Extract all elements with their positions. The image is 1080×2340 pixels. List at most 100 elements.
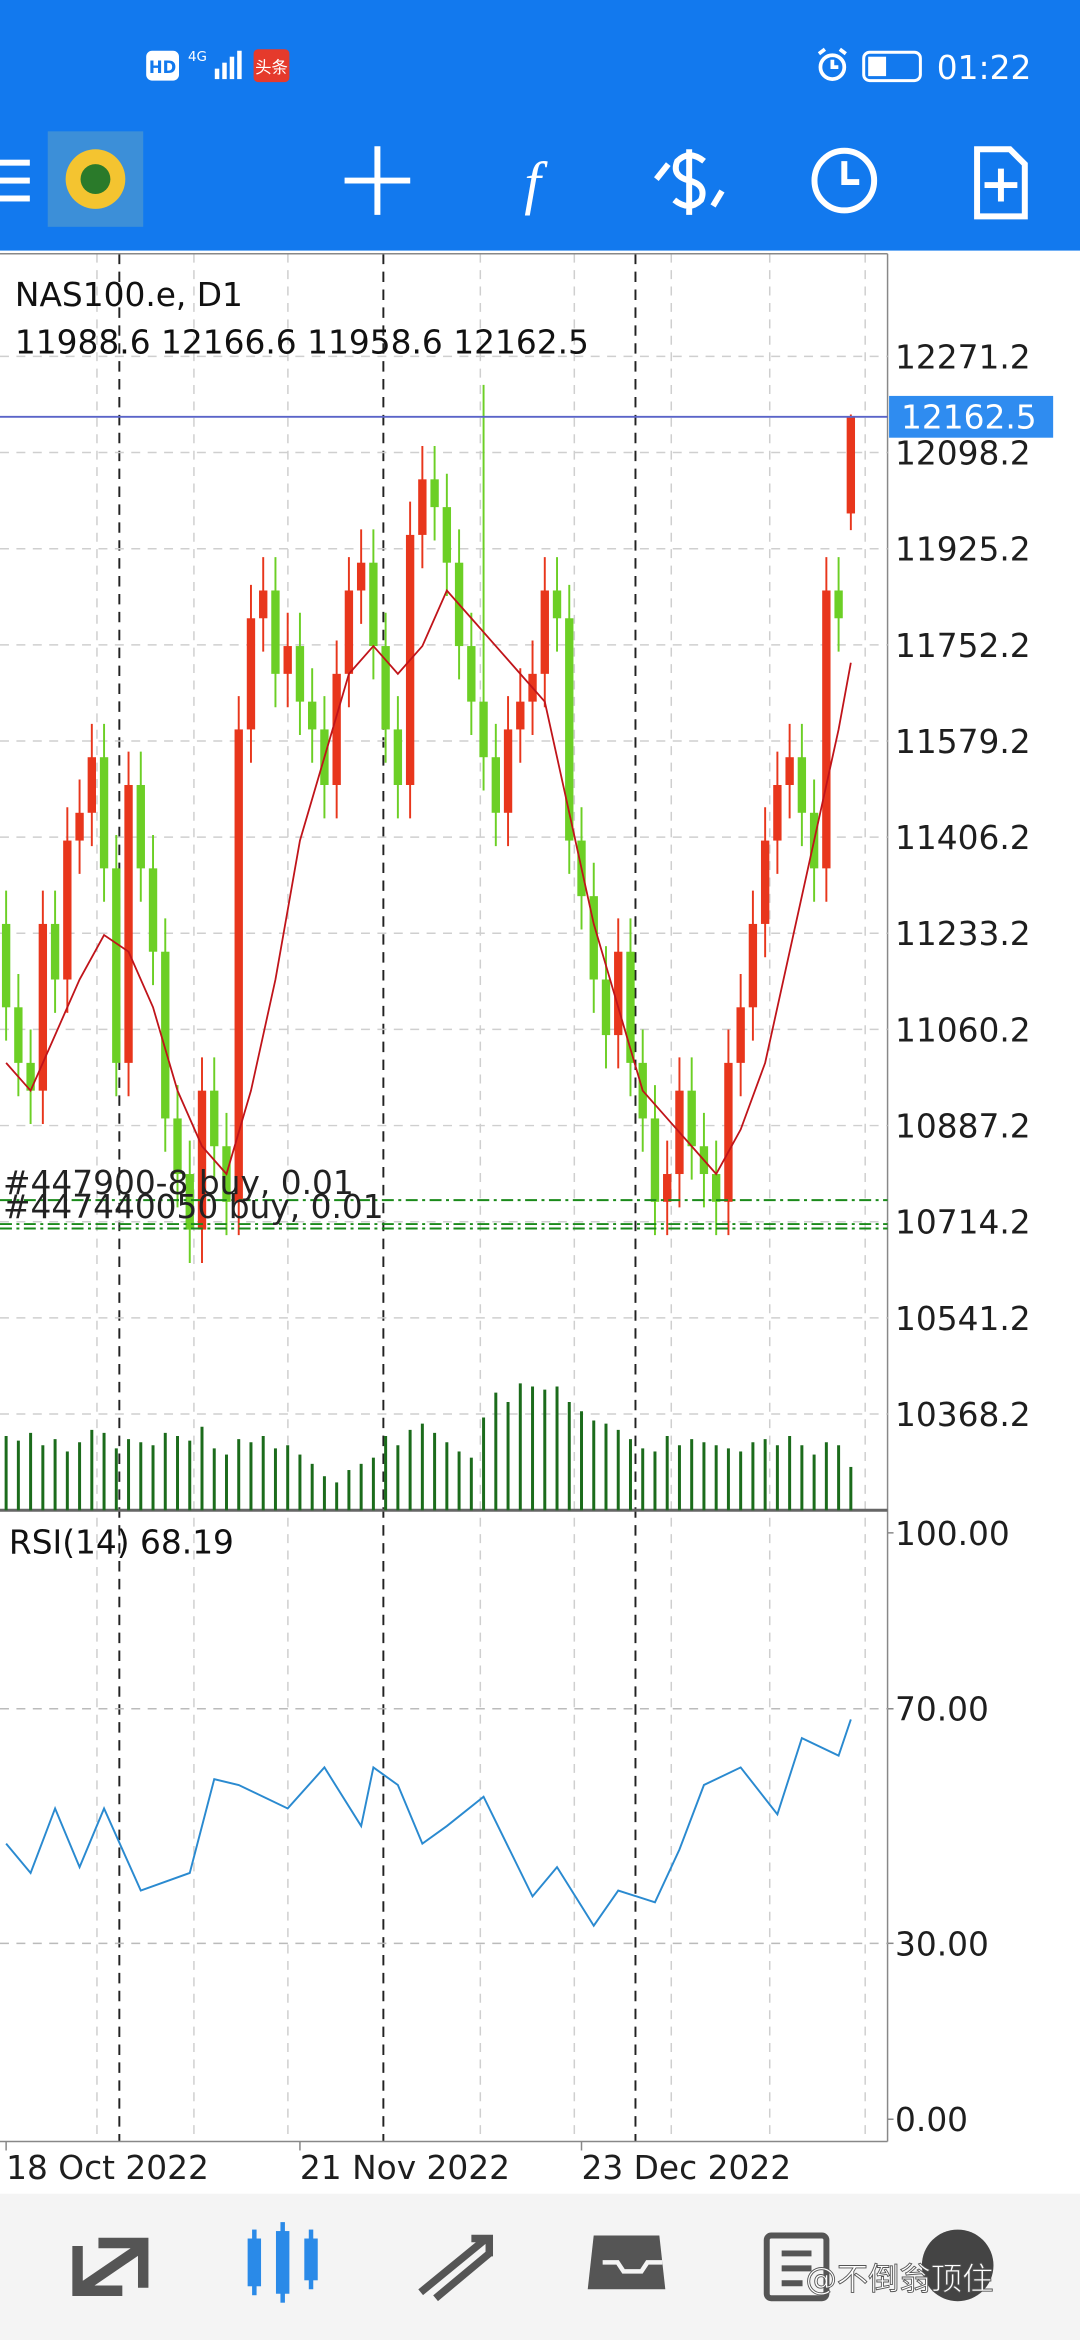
- ohlc-open: 11988.6: [15, 324, 151, 362]
- candle-body: [626, 951, 635, 1063]
- logo-mark-inner: [80, 164, 111, 195]
- ohlc-low: 11958.6: [307, 324, 443, 362]
- y-tick-label: 12271.2: [895, 338, 1031, 376]
- x-tick-label: 23 Dec 2022: [582, 2149, 792, 2187]
- clock: 01:22: [937, 49, 1032, 87]
- new-order-button[interactable]: [974, 146, 1028, 220]
- candle-body: [479, 701, 488, 758]
- candle-body: [760, 840, 770, 924]
- y-tick-label: 10887.2: [895, 1107, 1031, 1145]
- candle-body: [295, 646, 305, 702]
- candle-body: [381, 646, 390, 730]
- ohlc-close: 12162.5: [453, 324, 589, 362]
- candle-body: [650, 1118, 660, 1202]
- ohlc-high: 12166.6: [161, 324, 297, 362]
- trade-button[interactable]: [654, 149, 725, 215]
- order-label: #447900-8 buy, 0.01: [3, 1164, 354, 1202]
- candle-body: [614, 951, 623, 1036]
- candle-body: [26, 1062, 35, 1091]
- candle-body: [393, 729, 403, 785]
- hd-text: HD: [149, 58, 176, 77]
- candle-body: [124, 784, 133, 1063]
- news-tab[interactable]: [763, 2232, 830, 2302]
- y-tick-label: 10714.2: [895, 1204, 1031, 1242]
- candle-body: [99, 757, 109, 869]
- y-tick-label: 12098.2: [895, 434, 1031, 472]
- candle-body: [467, 646, 476, 702]
- period-separators: [118, 253, 637, 2142]
- candle-body: [136, 784, 145, 869]
- candle-body: [210, 1090, 219, 1147]
- crosshair-button[interactable]: [344, 146, 411, 215]
- y-tick-label: 11060.2: [895, 1011, 1031, 1049]
- candle-body: [308, 701, 317, 730]
- y-tick-label: 70.00: [895, 1691, 989, 1729]
- candle-body: [711, 1174, 721, 1202]
- history-tab[interactable]: [587, 2235, 666, 2290]
- quotes-tab[interactable]: [72, 2237, 149, 2296]
- alarm-icon: [817, 47, 847, 81]
- network-text: 4G: [188, 50, 207, 65]
- candle-body: [50, 923, 60, 980]
- battery-level: [868, 56, 887, 77]
- y-tick-label: 11233.2: [895, 915, 1031, 953]
- candle-body: [491, 757, 500, 813]
- candle-body: [430, 479, 439, 508]
- messages-tab[interactable]: [921, 2229, 994, 2302]
- menu-button[interactable]: [0, 159, 30, 202]
- candle-body: [822, 590, 831, 869]
- y-tick-label: 10541.2: [895, 1300, 1031, 1338]
- x-tick-label: 18 Oct 2022: [6, 2149, 209, 2187]
- moving-average: [5, 588, 852, 1176]
- bottom-nav: [0, 2193, 1080, 2340]
- trade-tab[interactable]: [418, 2234, 494, 2302]
- rsi-name: RSI(14): [9, 1524, 130, 1562]
- news-badge-text: 头条: [255, 58, 288, 77]
- y-tick-label: 11752.2: [895, 627, 1031, 665]
- ohlc-readout: 11988.6 12166.6 11958.6 12162.5: [15, 324, 589, 362]
- order-label: #447440050 buy, 0.01: [3, 1188, 384, 1226]
- candle-body: [503, 729, 513, 813]
- chart-tab[interactable]: [247, 2222, 318, 2303]
- candle-body: [773, 784, 782, 841]
- y-tick-label: 100.00: [895, 1515, 1010, 1553]
- candle-body: [846, 416, 856, 514]
- candle-body: [283, 646, 292, 674]
- candle-body: [161, 951, 170, 1119]
- candle-body: [246, 618, 256, 730]
- chart-title: NAS100.e, D1: [15, 276, 243, 314]
- candle-body: [442, 507, 452, 563]
- chart-area: [0, 250, 1080, 2191]
- signal-icon: [214, 50, 242, 80]
- candle-body: [332, 673, 341, 785]
- candle-body: [112, 868, 121, 1063]
- candle-body: [87, 757, 96, 813]
- candle-body: [63, 840, 72, 980]
- hd-badge: [146, 50, 180, 81]
- history-button[interactable]: [811, 147, 878, 214]
- candle-body: [369, 562, 378, 647]
- candle-body: [589, 896, 598, 980]
- rsi-line: [5, 1719, 852, 1928]
- battery-icon: [862, 50, 922, 83]
- candle-body: [834, 590, 843, 619]
- candle-body: [724, 1062, 733, 1202]
- candle-body: [356, 562, 366, 591]
- y-tick-label: 11925.2: [895, 531, 1031, 569]
- candle-body: [687, 1090, 696, 1147]
- candle-body: [565, 618, 574, 841]
- rsi-value: 68.19: [140, 1524, 234, 1562]
- rsi-title: RSI(14) 68.19: [9, 1524, 234, 1562]
- candle-body: [418, 479, 427, 535]
- candle-body: [552, 590, 562, 619]
- y-tick-label: 10368.2: [895, 1396, 1031, 1434]
- candle-body: [14, 1007, 23, 1063]
- y-tick-label: 0.00: [895, 2101, 968, 2139]
- candle-body: [736, 1007, 745, 1063]
- candle-body: [271, 590, 280, 674]
- app-header: [0, 0, 1080, 251]
- y-tick-label: 11406.2: [895, 819, 1031, 857]
- candle-body: [663, 1174, 672, 1202]
